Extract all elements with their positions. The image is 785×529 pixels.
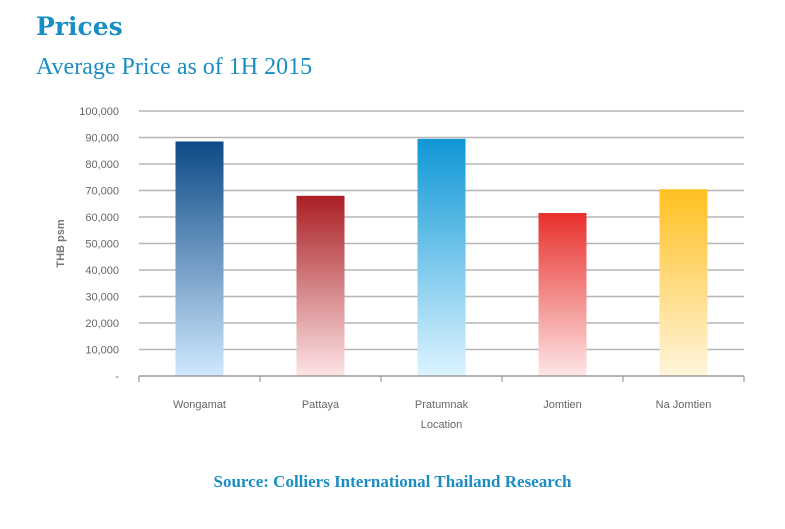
y-tick-label: 80,000 [85, 159, 119, 171]
axes: - 10,000 20,000 30,000 40,000 50,000 60,000 70,… [79, 106, 745, 411]
y-tick-label: 100,000 [79, 106, 119, 118]
x-tick-label: Jomtien [543, 399, 582, 411]
bar-na-jomtien [659, 189, 708, 376]
y-tick-label: 90,000 [85, 133, 119, 145]
bars [175, 138, 708, 376]
x-tick-label: Na Jomtien [656, 399, 712, 411]
x-axis-title: Location [421, 419, 463, 431]
y-tick-label: - [115, 371, 119, 383]
y-tick-label: 50,000 [85, 239, 119, 251]
bar-pattaya [296, 195, 345, 376]
y-tick-label: 20,000 [85, 318, 119, 330]
page-title: Prices [36, 12, 123, 41]
y-tick-label: 10,000 [85, 345, 119, 357]
y-axis-title: THB psm [55, 219, 67, 268]
y-tick-label: 70,000 [85, 186, 119, 198]
y-tick-label: 40,000 [85, 265, 119, 277]
x-tick-label: Wongamat [173, 399, 226, 411]
y-tick-label: 60,000 [85, 212, 119, 224]
bar-pratumnak [417, 138, 466, 376]
x-tick-label: Pratumnak [415, 399, 469, 411]
bar-jomtien [538, 213, 587, 376]
x-tick-label: Pattaya [302, 399, 340, 411]
bar-chart: - 10,000 20,000 30,000 40,000 50,000 60,000 70,… [55, 106, 745, 431]
bar-wongamat [175, 141, 224, 376]
page-subtitle: Average Price as of 1H 2015 [36, 54, 313, 80]
source-note: Source: Colliers International Thailand … [213, 472, 572, 491]
y-tick-label: 30,000 [85, 292, 119, 304]
